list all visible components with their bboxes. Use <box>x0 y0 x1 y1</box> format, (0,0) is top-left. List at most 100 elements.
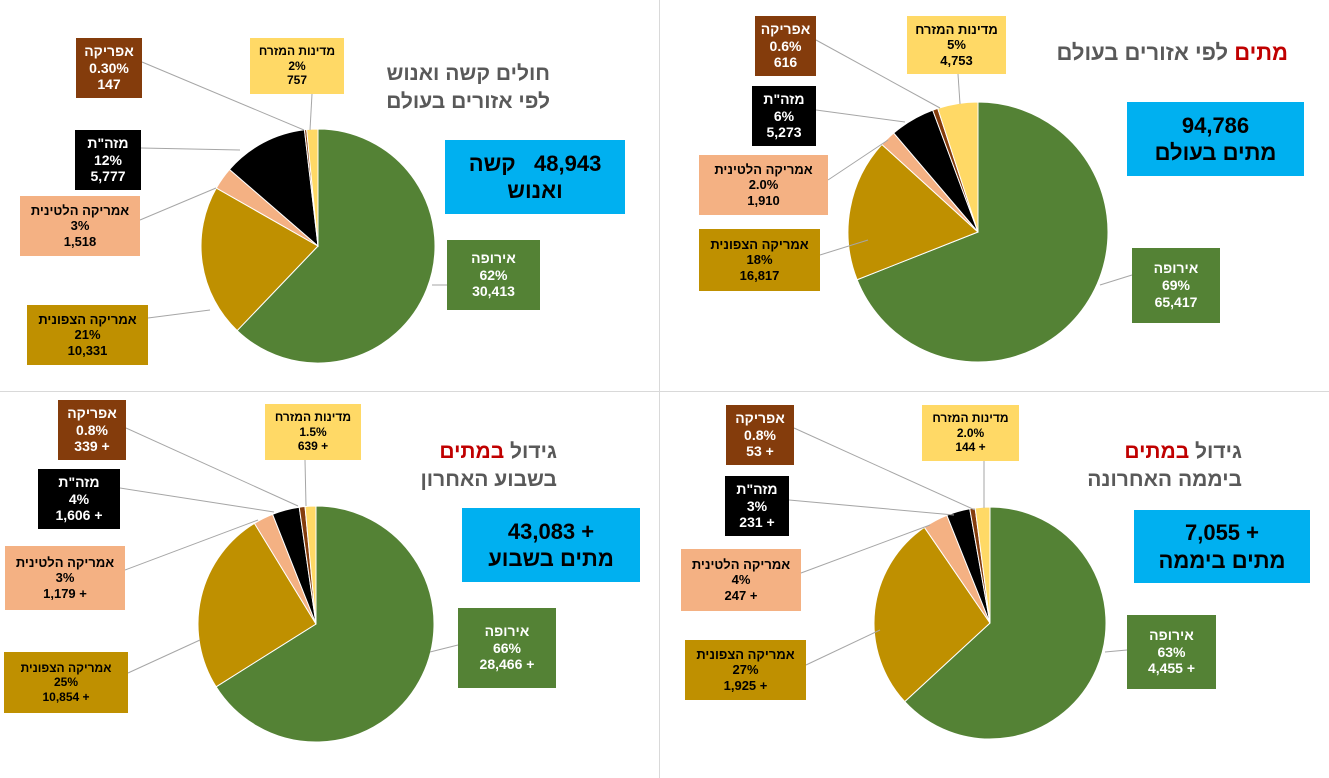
label-name: אירופה <box>484 622 530 639</box>
label-value-label: 16,817 <box>739 267 780 283</box>
vertical-divider <box>659 0 660 778</box>
leader-line-middle_east <box>140 147 241 151</box>
data-label-eastern: מדינות המזרח 2% 757 <box>250 38 344 94</box>
data-label-latin_america: אמריקה הלטינית 3% 1,518 <box>20 196 140 256</box>
data-label-europe: אירופה 62% 30,413 <box>447 240 540 310</box>
label-name: אמריקה הצפונית <box>710 236 809 252</box>
title-part: במתים <box>1124 440 1190 463</box>
chart-title: מתים לפי אזורים בעולם <box>1056 38 1288 68</box>
summary-box: 48,943 קשה ואנוש <box>445 140 625 214</box>
label-name: מדינות המזרח <box>915 21 998 37</box>
label-pct-label: 2.0% <box>748 177 779 193</box>
label-value-label: 616 <box>773 54 798 71</box>
label-value-label: 10,331 <box>67 342 108 358</box>
leader-line-latin_america <box>800 524 931 574</box>
leader-line-latin_america <box>124 519 259 571</box>
pie-slice-north_america <box>197 522 317 688</box>
leader-line-europe <box>1099 274 1133 286</box>
label-value-label: + 4,455 <box>1147 660 1196 677</box>
leader-line-north_america <box>127 639 201 674</box>
label-value-label: + 247 <box>724 587 758 603</box>
data-label-eastern: מדינות המזרח 2.0% + 144 <box>922 405 1019 461</box>
horizontal-divider <box>0 391 1329 392</box>
leader-line-africa <box>815 39 941 109</box>
label-value-label: 65,417 <box>1154 293 1198 310</box>
summary-caption: ואנוש <box>507 178 563 203</box>
data-label-latin_america: אמריקה הלטינית 2.0% 1,910 <box>699 155 828 215</box>
label-pct-label: 3% <box>55 570 75 586</box>
label-value-label: + 28,466 <box>479 656 535 673</box>
label-value-label: 757 <box>286 73 308 88</box>
summary-caption: מתים בשבוע <box>488 546 614 571</box>
pie-slice-europe <box>856 101 1109 363</box>
label-value-label: 5,273 <box>766 124 802 141</box>
label-pct-label: 2.0% <box>956 425 985 440</box>
data-label-middle_east: מזה"ת 3% + 231 <box>725 476 789 536</box>
pie-slice-eastern <box>306 128 319 247</box>
label-value-label: 4,753 <box>940 52 973 68</box>
leader-line-middle_east <box>119 487 275 513</box>
label-pct-label: 0.30% <box>89 59 129 76</box>
data-label-africa: אפריקה 0.6% 616 <box>755 16 816 76</box>
label-pct-label: 5% <box>947 37 966 53</box>
label-name: אפריקה <box>760 20 811 37</box>
data-label-north_america: אמריקה הצפונית 25% + 10,854 <box>4 652 128 713</box>
label-pct-label: 0.6% <box>769 37 802 54</box>
leader-line-africa <box>141 61 305 131</box>
pie-slice-north_america <box>847 143 979 281</box>
data-label-middle_east: מזה"ת 6% 5,273 <box>752 86 816 146</box>
pie-slice-eastern <box>937 101 979 233</box>
label-pct-label: 25% <box>53 675 79 690</box>
label-value-label: + 231 <box>739 514 775 531</box>
chart-title: גידול במתים ביממה האחרונה <box>1087 438 1242 495</box>
leader-line-eastern <box>304 459 307 507</box>
leader-line-africa <box>125 427 299 507</box>
label-name: אמריקה הצפונית <box>20 660 112 675</box>
label-name: מדינות המזרח <box>274 410 352 425</box>
label-value-label: 1,518 <box>63 233 97 249</box>
label-value-label: + 339 <box>74 438 110 455</box>
pie-slice-north_america <box>200 187 319 332</box>
leader-line-eastern <box>309 93 313 131</box>
label-pct-label: 69% <box>1161 277 1191 294</box>
leader-line-north_america <box>819 239 869 256</box>
title-line-1: מתים לפי אזורים בעולם <box>1056 38 1288 68</box>
title-part: לפי אזורים בעולם <box>1056 40 1235 65</box>
leader-line-middle_east <box>815 109 906 123</box>
summary-value: + 43,083 <box>507 518 595 544</box>
leader-line-latin_america <box>139 187 217 221</box>
summary-box: 94,786 מתים בעולם <box>1127 102 1304 176</box>
label-value-label: 147 <box>97 76 121 93</box>
label-pct-label: 62% <box>479 266 508 283</box>
data-label-middle_east: מזה"ת 4% + 1,606 <box>38 469 120 529</box>
data-label-europe: אירופה 63% + 4,455 <box>1127 615 1216 689</box>
label-name: אפריקה <box>67 404 117 421</box>
data-label-africa: אפריקה 0.8% + 339 <box>58 400 126 460</box>
label-pct-label: 12% <box>93 151 123 168</box>
data-label-eastern: מדינות המזרח 1.5% + 639 <box>265 404 361 460</box>
label-value-label: + 1,925 <box>723 677 768 693</box>
label-name: מזה"ת <box>763 90 805 107</box>
summary-box: + 43,083 מתים בשבוע <box>462 508 640 582</box>
label-pct-label: 6% <box>773 107 795 124</box>
title-part: במתים <box>439 440 505 463</box>
title-line-1: גידול במתים <box>420 438 557 466</box>
label-value-label: + 1,606 <box>55 507 103 524</box>
label-pct-label: 0.8% <box>76 421 108 438</box>
data-label-latin_america: אמריקה הלטינית 3% + 1,179 <box>5 546 125 610</box>
label-name: מדינות המזרח <box>258 44 336 59</box>
data-label-europe: אירופה 69% 65,417 <box>1132 248 1220 323</box>
label-pct-label: 3% <box>70 218 90 234</box>
label-value-label: 5,777 <box>90 168 126 185</box>
label-pct-label: 0.8% <box>744 426 776 443</box>
title-line-2: לפי אזורים בעולם <box>386 90 550 114</box>
label-name: אפריקה <box>735 409 785 426</box>
label-value-label: 30,413 <box>472 283 515 300</box>
pie-slice-eastern <box>304 505 317 625</box>
pie-slice-europe <box>236 128 436 364</box>
chart-title: חולים קשה ואנוש לפי אזורים בעולם <box>386 60 550 117</box>
title-part: גידול <box>1189 440 1242 463</box>
leader-line-eastern <box>957 73 961 105</box>
title-line-1: גידול במתים <box>1087 438 1242 466</box>
